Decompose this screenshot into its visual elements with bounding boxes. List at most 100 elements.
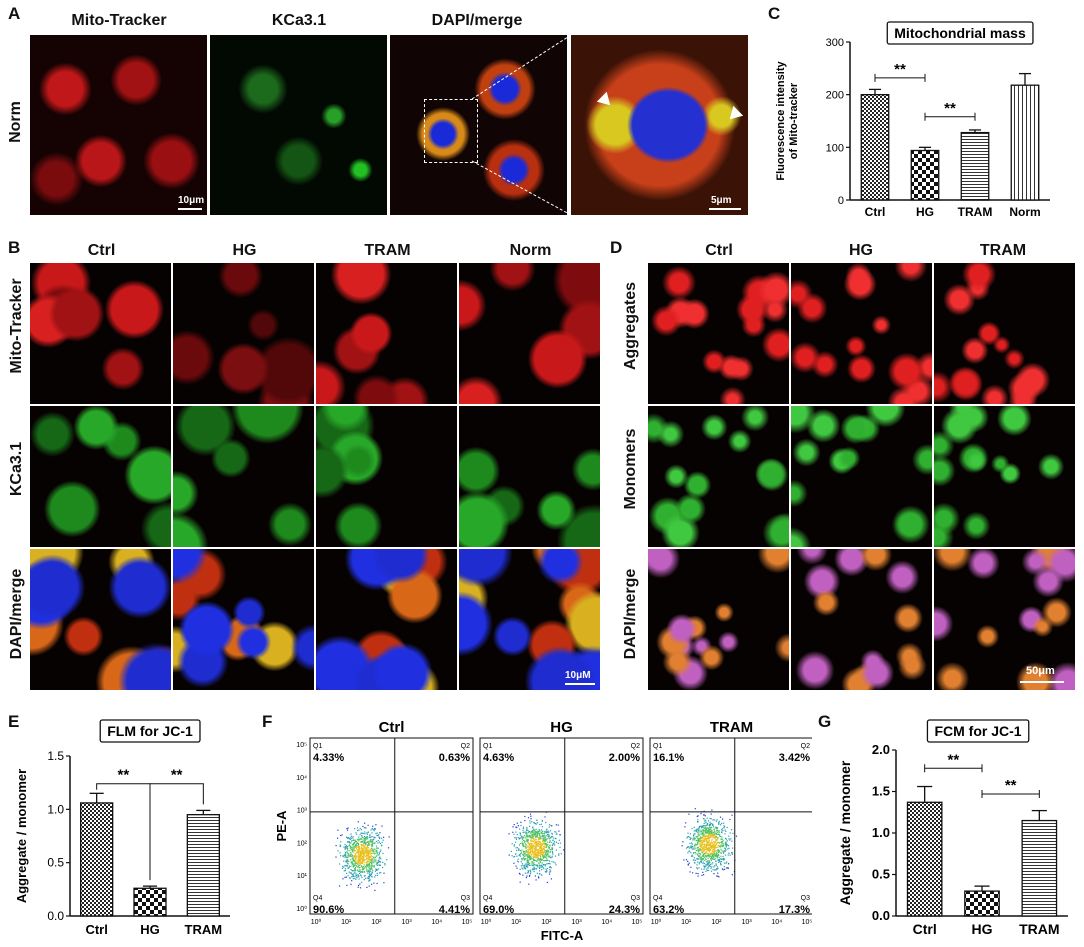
significance-label: **	[894, 61, 906, 78]
micrograph-d-r2-c0	[648, 549, 789, 690]
column-header-hg: HG	[849, 242, 873, 259]
quadrant-name: Q2	[801, 743, 810, 750]
y-axis-label: PE-A	[274, 810, 289, 842]
category-label: HG	[916, 205, 934, 219]
category-label: TRAM	[1019, 921, 1059, 937]
quadrant-percent: 24.3%	[609, 904, 640, 916]
zoom-guide-lines	[471, 35, 572, 215]
micrograph-b-r0-c2	[316, 263, 457, 404]
chart-flm-jc1: 0.0 0.5 1.0 1.5 Ctrl HG TRAM ** ** FLM for JC-1 Ag…	[14, 719, 230, 937]
zoom-box	[424, 99, 478, 163]
category-label: TRAM	[958, 205, 993, 219]
quadrant-name: Q4	[653, 895, 662, 902]
column-header-ctrl: Ctrl	[705, 242, 733, 259]
micrograph-b-r2-c1	[173, 549, 314, 690]
y-tick-label: 1.5	[47, 749, 64, 763]
flow-dots	[335, 821, 390, 891]
scale-bar	[1020, 681, 1064, 683]
x-tick-label: 10⁴	[601, 919, 612, 926]
bar	[186, 814, 220, 917]
row-header-norm: Norm	[7, 101, 24, 143]
panel-label-c: C	[768, 4, 781, 23]
x-tick-label: 10⁴	[771, 919, 782, 926]
x-tick-label: 10⁵	[632, 919, 643, 926]
arrowhead-icon	[596, 91, 616, 111]
row-header-merge: DAPI/merge	[8, 568, 25, 660]
significance-label: **	[1005, 777, 1017, 794]
flow-plot-title: HG	[550, 719, 573, 736]
y-axis-label: Aggregate / monomer	[837, 760, 853, 905]
column-header-ctrl: Ctrl	[87, 242, 116, 259]
quadrant-name: Q1	[483, 743, 492, 750]
y-tick-label: 10¹	[297, 873, 308, 880]
micrograph-b-r2-c2	[316, 549, 457, 690]
x-tick-label: 10⁵	[802, 919, 812, 926]
category-label: Ctrl	[865, 205, 886, 219]
x-tick-label: 10⁰	[651, 918, 662, 926]
arrowhead-icon	[724, 105, 744, 125]
flow-plot-frame	[649, 737, 812, 915]
y-tick-label: 0	[838, 195, 844, 207]
y-tick-label: 10⁵	[296, 742, 307, 749]
panel-label-e: E	[8, 712, 20, 731]
column-header-hg: HG	[232, 242, 257, 259]
quadrant-name: Q3	[461, 895, 470, 902]
y-tick-label: 10⁰	[296, 905, 307, 913]
panel-label-g: G	[818, 712, 832, 731]
column-header-norm: Norm	[509, 242, 552, 259]
panel-label-f: F	[262, 712, 273, 731]
micrograph-d-r2-c1	[791, 549, 932, 690]
column-header-merge: DAPI/merge	[431, 12, 523, 29]
quadrant-percent: 2.00%	[609, 752, 640, 764]
significance-bracket	[96, 783, 151, 881]
scale-bar	[178, 208, 202, 210]
x-tick-label: 10⁴	[431, 919, 442, 926]
x-tick-label: 10³	[572, 919, 583, 926]
row-header-mito: Mito-Tracker	[8, 278, 25, 374]
chart-mitochondrial-mass: 0 100 200 300 Ctrl HG TRAM Norm ** ** Mitochondria…	[775, 21, 1050, 219]
bar	[860, 94, 890, 201]
y-tick-label: 2.0	[872, 742, 890, 757]
quadrant-percent: 4.41%	[439, 904, 470, 916]
row-header-aggregates: Aggregates	[622, 281, 639, 371]
chart-title: FLM for JC-1	[107, 723, 193, 739]
significance-label: **	[947, 751, 959, 768]
quadrant-name: Q4	[483, 895, 492, 902]
y-axis-label: of Mito-tracker	[788, 82, 800, 159]
y-tick-label: 1.5	[872, 784, 890, 799]
micrograph-d-r1-c1	[791, 406, 932, 547]
y-tick-label: 0.0	[47, 909, 64, 923]
column-header-tram: TRAM	[979, 242, 1027, 259]
flow-plot-frame	[309, 737, 474, 915]
y-tick-label: 10⁴	[296, 775, 307, 782]
y-tick-label: 0.5	[872, 867, 890, 882]
category-label: HG	[140, 922, 160, 937]
bar	[910, 149, 940, 201]
y-axis-label: Fluorescence intensity	[775, 61, 787, 181]
micrograph-b-r2-c3	[459, 549, 600, 690]
y-tick-label: 10³	[297, 808, 308, 815]
significance-label: **	[171, 767, 183, 784]
micrograph-d-r0-c0	[648, 263, 789, 404]
micrograph-b-r1-c1	[173, 406, 314, 547]
chart-title-box	[99, 719, 201, 743]
scale-bar	[709, 208, 741, 210]
quadrant-percent: 16.1%	[653, 752, 684, 764]
flow-dots	[681, 808, 738, 878]
flow-plot-title: Ctrl	[379, 719, 405, 736]
quadrant-name: Q1	[653, 743, 662, 750]
x-tick-label: 10²	[711, 919, 722, 926]
y-tick-label: 0.0	[872, 908, 890, 923]
category-label: Ctrl	[913, 921, 937, 937]
y-tick-label: 200	[826, 90, 844, 102]
bar	[133, 887, 167, 917]
bar	[964, 890, 1000, 917]
quadrant-percent: 69.0%	[483, 904, 514, 916]
quadrant-percent: 63.2%	[653, 904, 684, 916]
row-header-kca: KCa3.1	[8, 441, 25, 497]
row-header-monomers: Monomers	[622, 428, 639, 510]
quadrant-name: Q3	[801, 895, 810, 902]
flow-cytometry-plots: Ctrl Q1 4.33% Q2 0.63% Q4 90.6% Q3 4.41% 10⁰ 10⁰ 10…	[274, 719, 812, 943]
significance-label: **	[944, 100, 956, 117]
chart-title: Mitochondrial mass	[894, 25, 1026, 41]
